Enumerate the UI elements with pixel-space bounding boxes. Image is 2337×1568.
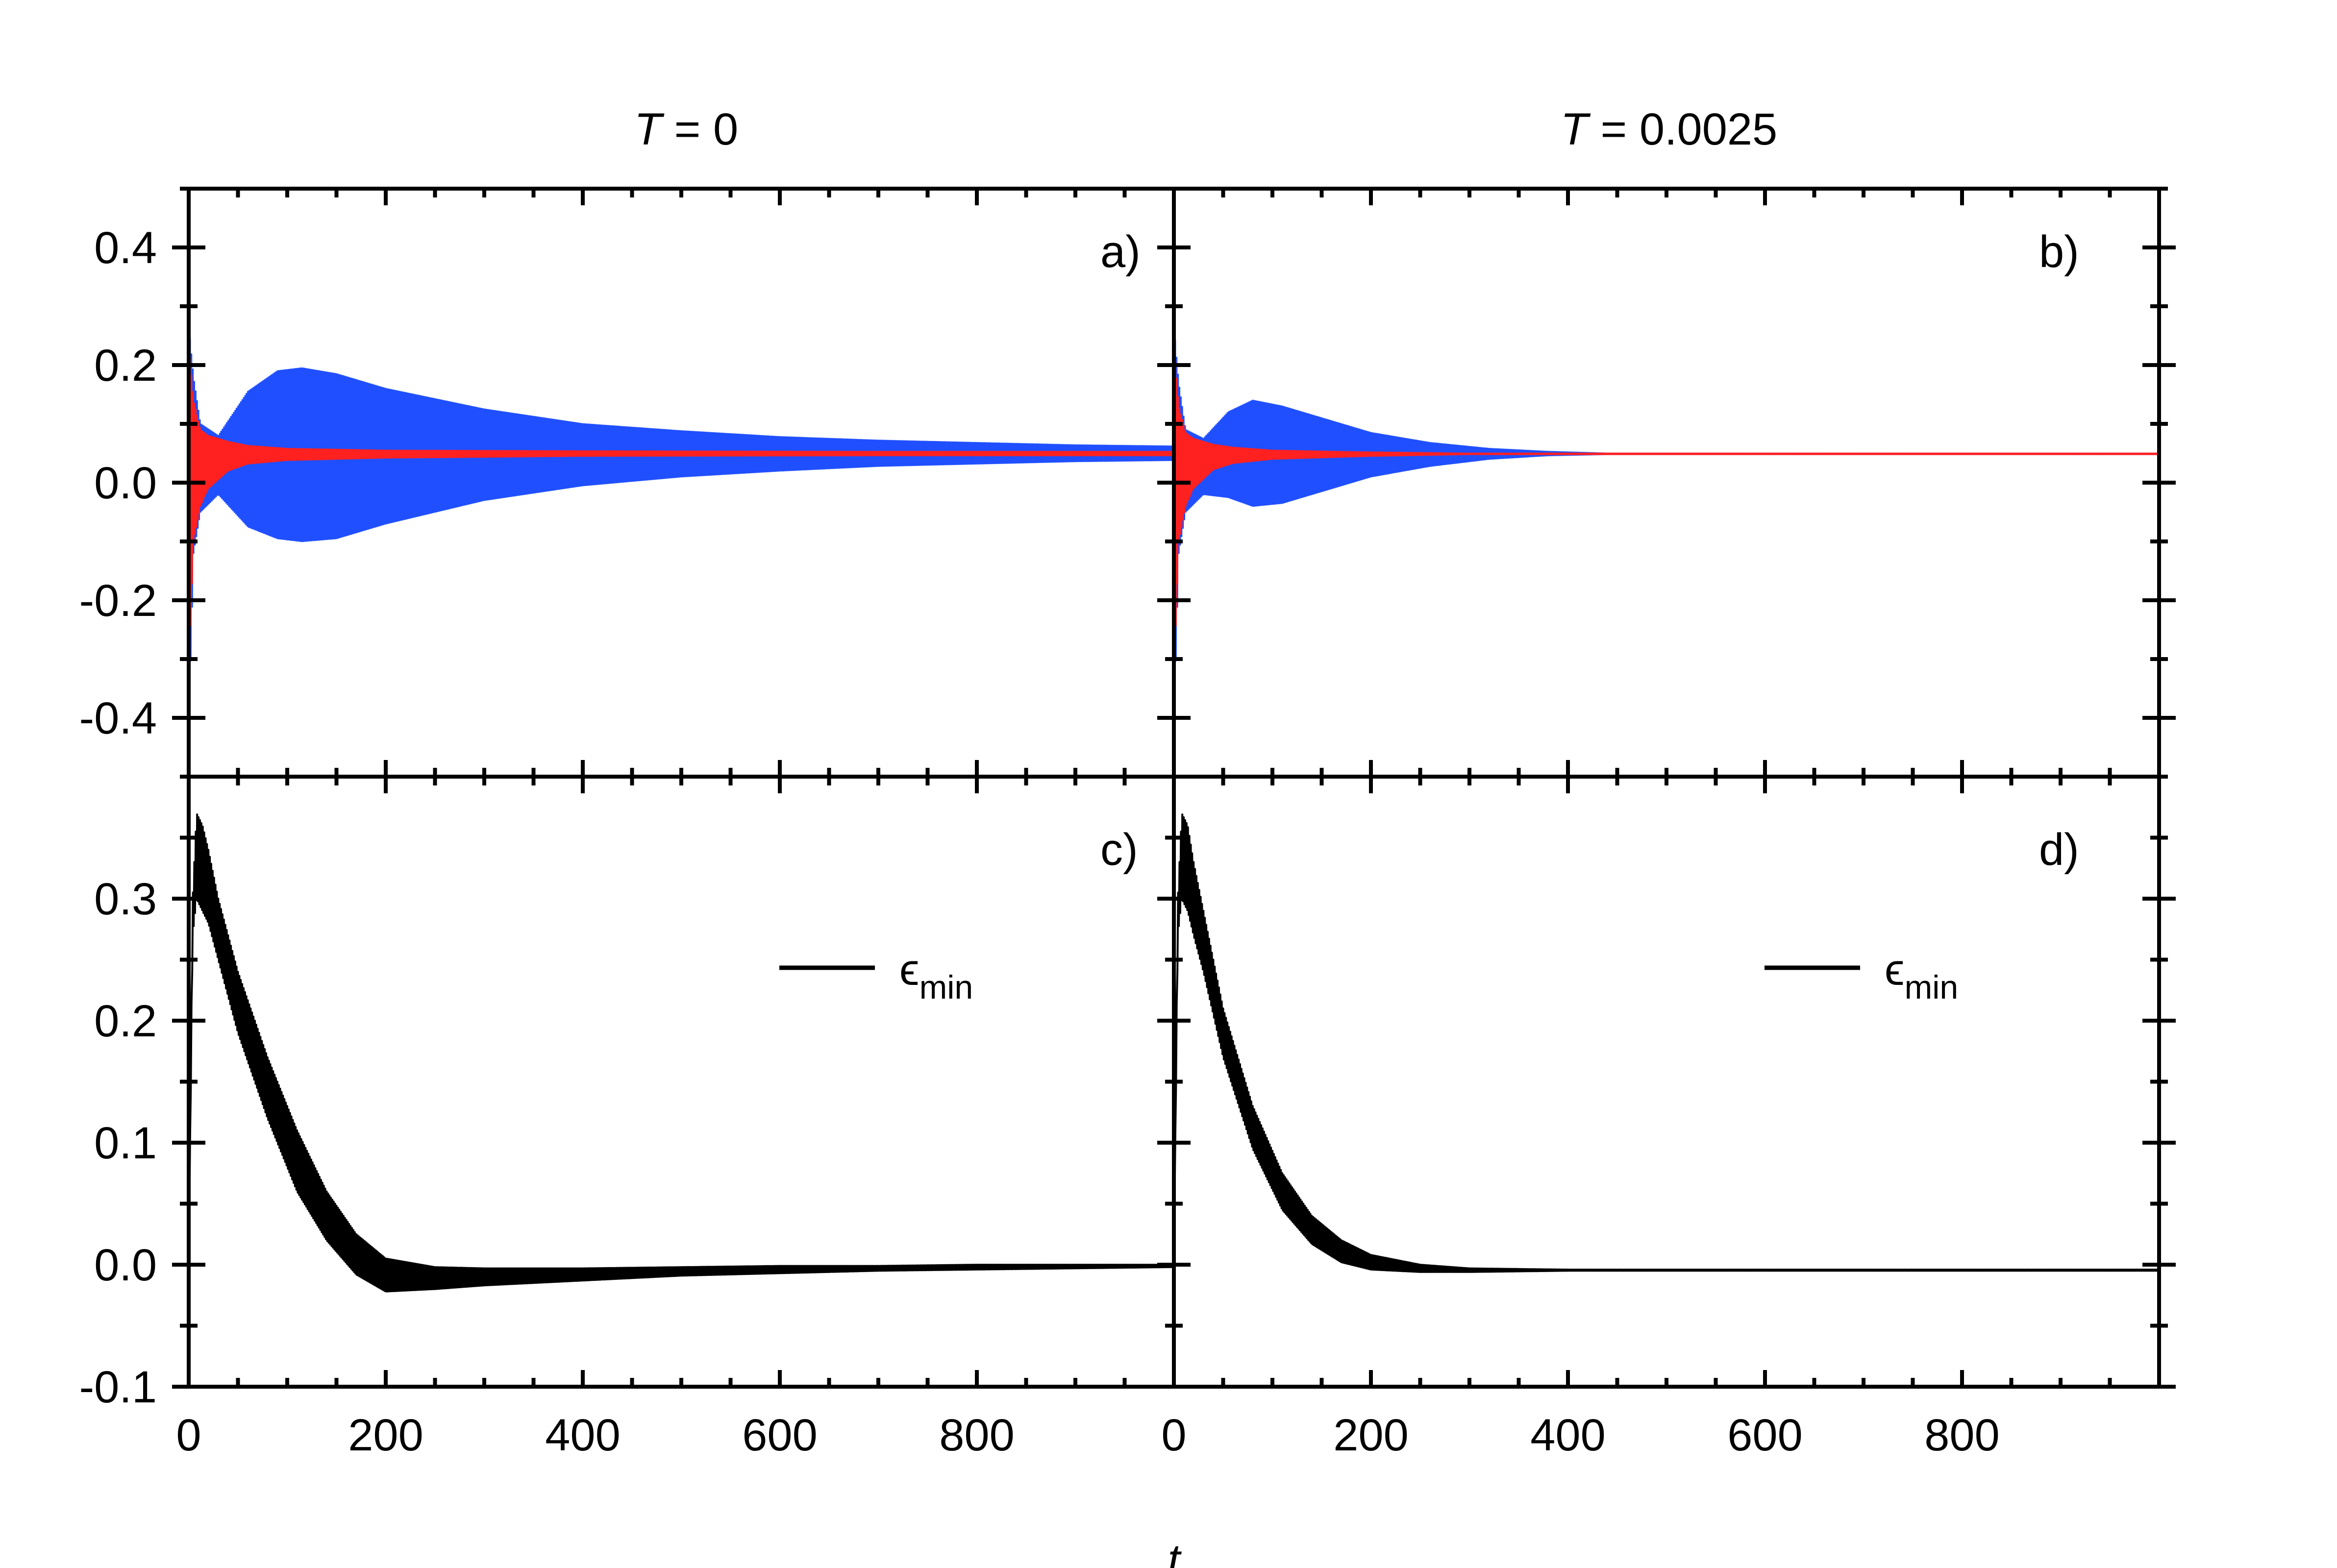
- xtick-label-d: 200: [1333, 1410, 1409, 1460]
- ytick-label-c: 0.0: [94, 1240, 157, 1290]
- panel-c-legend-symbol: ϵ: [899, 945, 920, 995]
- series-c-ϵmin: [188, 813, 1175, 1293]
- panel-d-frame: [1172, 775, 2161, 1389]
- xtick-label-c: 0: [176, 1410, 201, 1460]
- panel-c-legend: ϵmin: [779, 945, 973, 1006]
- series-d-ϵmin: [1173, 813, 2160, 1273]
- panel-c-legend-subscript: min: [920, 969, 973, 1006]
- panel-c-series: [188, 813, 1175, 1293]
- xtick-label-d: 400: [1530, 1410, 1606, 1460]
- panel-d-ticks: 0 200 400 600 800: [1157, 775, 2176, 1460]
- xtick-label-d: 0: [1161, 1410, 1186, 1460]
- ytick-label-a: 0.0: [94, 458, 157, 508]
- panel-d-series: [1173, 813, 2160, 1273]
- xtick-label-c: 400: [545, 1410, 621, 1460]
- panel-d-legend: ϵmin: [1765, 945, 1958, 1006]
- xtick-label-c: 800: [939, 1410, 1015, 1460]
- column-title-left-rest: = 0: [662, 104, 738, 154]
- panel-a-series: [188, 323, 1175, 715]
- series-a-blue: [188, 323, 1175, 715]
- ytick-label-c: 0.3: [94, 874, 157, 924]
- column-title-left-var: T: [634, 104, 665, 154]
- panel-d: 0 200 400 600 800 d) ϵmin: [1157, 775, 2176, 1460]
- column-title-right: T = 0.0025: [1561, 104, 1777, 154]
- ytick-label-a: -0.2: [79, 576, 157, 626]
- column-title-right-rest: = 0.0025: [1588, 104, 1777, 154]
- panel-d-legend-symbol: ϵ: [1885, 945, 1905, 995]
- column-title-left: T = 0: [634, 104, 738, 154]
- panel-b-series: [1173, 323, 2160, 715]
- xtick-label-c: 200: [348, 1410, 423, 1460]
- xtick-label-c: 600: [742, 1410, 818, 1460]
- panel-c-label: c): [1100, 825, 1138, 875]
- panel-b: b): [1157, 187, 2176, 779]
- column-title-right-var: T: [1561, 104, 1591, 154]
- series-b-red: [1173, 341, 2160, 668]
- panel-c: -0.1 0.0 0.1 0.2 0.3 0 200 400 600 800 c) ϵmin: [79, 775, 1191, 1460]
- xtick-label-d: 600: [1727, 1410, 1803, 1460]
- panel-c-frame: [187, 775, 1176, 1389]
- series-b-blue: [1173, 323, 2160, 715]
- x-axis-title: t: [1168, 1535, 1182, 1568]
- series-a-red: [188, 341, 1175, 668]
- panel-d-label: d): [2039, 825, 2079, 875]
- panel-c-legend-text: ϵmin: [899, 945, 973, 1006]
- ytick-label-a: 0.2: [94, 341, 157, 391]
- panel-c-ticks: -0.1 0.0 0.1 0.2 0.3 0 200 400 600 800: [79, 775, 1191, 1460]
- panel-a-label: a): [1100, 227, 1141, 277]
- ytick-label-c: 0.2: [94, 996, 157, 1046]
- xtick-label-d: 800: [1924, 1410, 2000, 1460]
- ytick-label-a: 0.4: [94, 223, 157, 273]
- ytick-label-a: -0.4: [79, 693, 157, 743]
- ytick-label-c: -0.1: [79, 1362, 157, 1412]
- panel-d-legend-subscript: min: [1905, 969, 1959, 1006]
- panel-d-legend-text: ϵmin: [1885, 945, 1958, 1006]
- panel-a: -0.4 -0.2 0.0 0.2 0.4 a): [79, 187, 1191, 779]
- panel-b-label: b): [2039, 227, 2079, 277]
- ytick-label-c: 0.1: [94, 1118, 157, 1168]
